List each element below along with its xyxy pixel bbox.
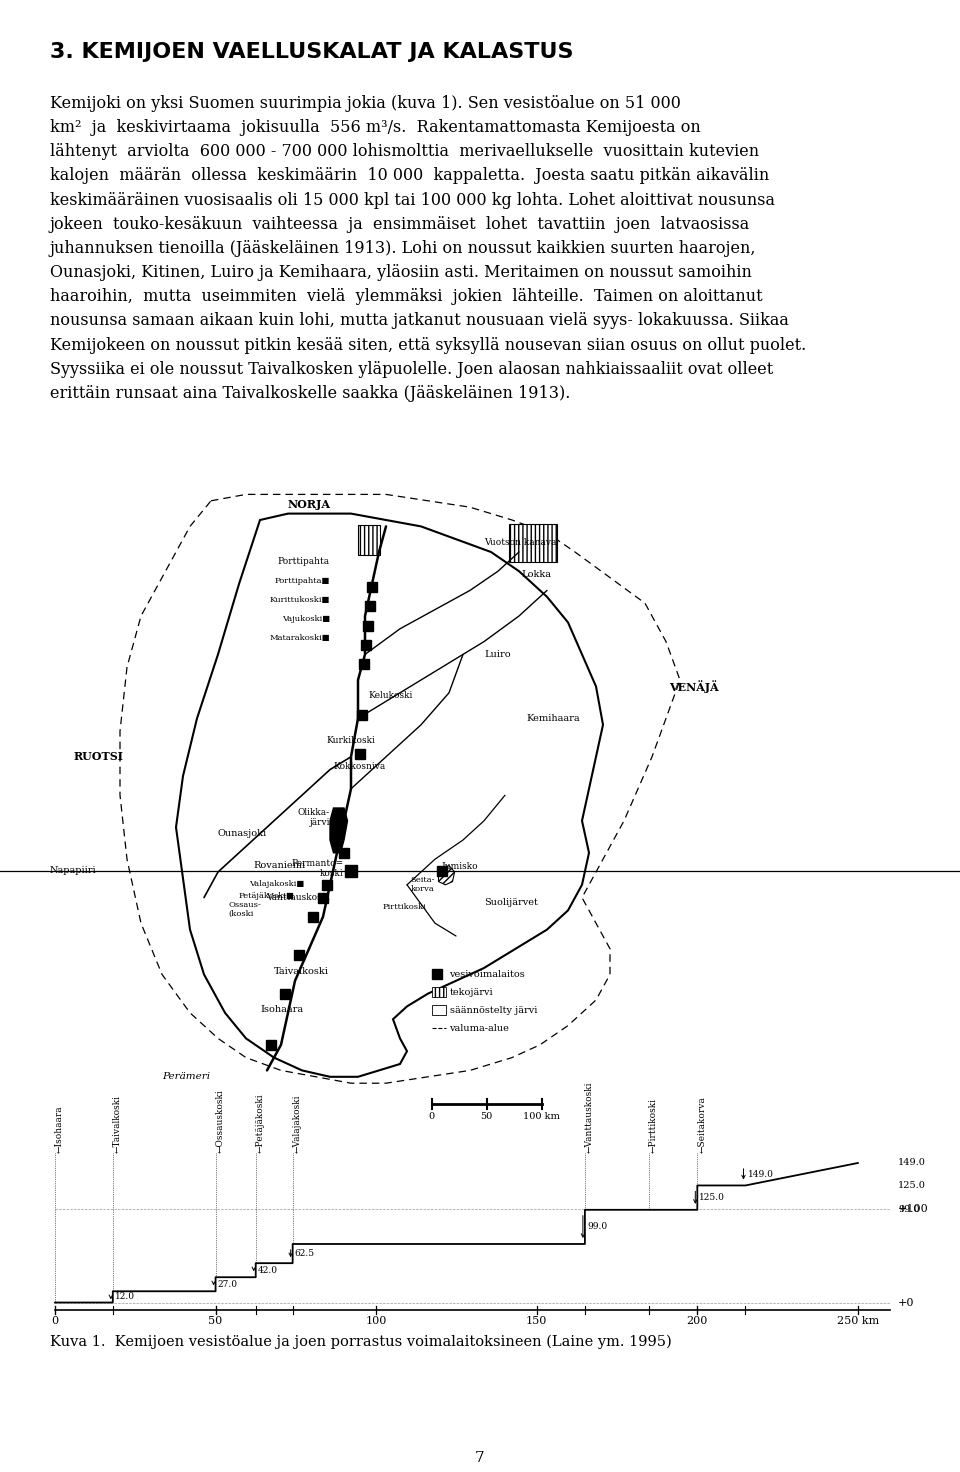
- Text: Rovaniemi: Rovaniemi: [253, 861, 305, 870]
- Text: Perämeri: Perämeri: [162, 1072, 210, 1082]
- Bar: [355, 749, 365, 758]
- Bar: [339, 848, 349, 858]
- Text: Olikka-
järvi: Olikka- järvi: [298, 808, 330, 827]
- Text: ←Vanttauskoski: ←Vanttauskoski: [585, 1082, 594, 1153]
- Text: +100: +100: [898, 1204, 928, 1214]
- Text: 3. KEMIJOEN VAELLUSKALAT JA KALASTUS: 3. KEMIJOEN VAELLUSKALAT JA KALASTUS: [50, 43, 573, 62]
- Text: Permanto=
koski: Permanto= koski: [292, 860, 344, 879]
- Text: Seita-
korva: Seita- korva: [411, 876, 435, 894]
- Text: 250 km: 250 km: [837, 1316, 879, 1326]
- Bar: [437, 866, 447, 876]
- Text: 27.0: 27.0: [218, 1279, 237, 1289]
- Text: 149.0: 149.0: [898, 1158, 925, 1167]
- Text: valuma-alue: valuma-alue: [449, 1025, 510, 1033]
- Text: 50: 50: [480, 1111, 492, 1120]
- Text: ←Seitakorva: ←Seitakorva: [697, 1097, 707, 1153]
- Text: 99.0: 99.0: [898, 1206, 920, 1214]
- Text: ←Petäjäkoski: ←Petäjäkoski: [255, 1094, 265, 1153]
- Text: +0: +0: [898, 1297, 915, 1307]
- Bar: [357, 526, 379, 555]
- Text: ←Valajakoski: ←Valajakoski: [293, 1095, 301, 1153]
- Text: 62.5: 62.5: [295, 1250, 315, 1259]
- Text: Luiro: Luiro: [484, 651, 511, 659]
- Text: ←Isohaara: ←Isohaara: [55, 1105, 64, 1153]
- Text: Ounasjoki: Ounasjoki: [218, 829, 267, 838]
- Text: ←Taivalkoski: ←Taivalkoski: [113, 1095, 122, 1153]
- Bar: [431, 1005, 445, 1016]
- Text: säännöstelty järvi: säännöstelty järvi: [449, 1005, 537, 1014]
- Bar: [322, 880, 331, 889]
- Bar: [266, 1039, 276, 1050]
- Text: Vuotson kanava: Vuotson kanava: [484, 537, 557, 548]
- Bar: [431, 988, 445, 998]
- Bar: [365, 602, 375, 611]
- Text: Isohaara: Isohaara: [260, 1005, 303, 1014]
- Text: RUOTSI: RUOTSI: [74, 751, 124, 762]
- Text: Lokka: Lokka: [521, 570, 551, 578]
- Text: 100 km: 100 km: [523, 1111, 560, 1120]
- Text: tekojärvi: tekojärvi: [449, 988, 493, 997]
- Bar: [318, 892, 328, 902]
- Text: 149.0: 149.0: [748, 1170, 774, 1179]
- Text: Taivalkoski: Taivalkoski: [274, 967, 329, 976]
- Text: 100: 100: [366, 1316, 387, 1326]
- Text: 99.0: 99.0: [587, 1222, 607, 1232]
- Text: Kokkosniva: Kokkosniva: [333, 762, 386, 771]
- Bar: [509, 524, 557, 562]
- Text: 200: 200: [686, 1316, 708, 1326]
- Polygon shape: [176, 514, 603, 1078]
- Text: Valajakoski■: Valajakoski■: [250, 879, 304, 888]
- Text: Kemijoki on yksi Suomen suurimpia jokia (kuva 1). Sen vesistöalue on 51 000
km² : Kemijoki on yksi Suomen suurimpia jokia …: [50, 96, 806, 402]
- Text: Matarakoski■: Matarakoski■: [270, 634, 330, 642]
- Text: 0: 0: [428, 1111, 435, 1120]
- Text: vesivoimalaitos: vesivoimalaitos: [449, 970, 525, 979]
- Bar: [361, 640, 371, 649]
- Text: NORJA: NORJA: [287, 499, 330, 509]
- Text: Vanttauskoski: Vanttauskoski: [266, 894, 330, 902]
- Bar: [431, 970, 442, 979]
- Text: 42.0: 42.0: [257, 1266, 277, 1275]
- Polygon shape: [439, 866, 455, 885]
- Bar: [359, 659, 370, 668]
- Text: 150: 150: [526, 1316, 547, 1326]
- Text: Kurkikoski: Kurkikoski: [326, 736, 375, 745]
- Text: 50: 50: [208, 1316, 223, 1326]
- Text: ←Pirttikoski: ←Pirttikoski: [649, 1098, 659, 1153]
- Text: Jumisko: Jumisko: [442, 863, 479, 871]
- Bar: [294, 951, 303, 960]
- Bar: [356, 710, 367, 720]
- Text: ←Ossauskoski: ←Ossauskoski: [216, 1089, 225, 1153]
- Text: Kelukoski: Kelukoski: [369, 692, 413, 701]
- Text: Vajukoski■: Vajukoski■: [282, 615, 330, 623]
- Polygon shape: [330, 808, 348, 852]
- Text: 125.0: 125.0: [699, 1194, 725, 1203]
- Text: Napapiiri: Napapiiri: [50, 866, 97, 876]
- Text: VENÄJÄ: VENÄJÄ: [669, 680, 719, 693]
- Text: 7: 7: [475, 1451, 485, 1465]
- Text: 0: 0: [52, 1316, 59, 1326]
- Text: Petäjäkoski■: Petäjäkoski■: [239, 892, 295, 901]
- Text: Porttipahta■: Porttipahta■: [275, 577, 330, 584]
- Text: Porttipahta: Porttipahta: [277, 556, 330, 567]
- Bar: [307, 911, 318, 921]
- Bar: [279, 989, 290, 998]
- Bar: [345, 864, 357, 877]
- Text: 125.0: 125.0: [898, 1181, 925, 1189]
- Text: Kurittukoski■: Kurittukoski■: [270, 596, 330, 604]
- Text: 12.0: 12.0: [115, 1292, 134, 1301]
- Text: Kuva 1.  Kemijoen vesistöalue ja joen porrastus voimalaitoksineen (Laine ym. 199: Kuva 1. Kemijoen vesistöalue ja joen por…: [50, 1335, 672, 1350]
- Text: Suolijärvet: Suolijärvet: [484, 898, 538, 907]
- Text: Ossaus-
(koski: Ossaus- (koski: [228, 901, 261, 917]
- Bar: [367, 583, 377, 592]
- Bar: [363, 621, 372, 630]
- Text: Kemihaara: Kemihaara: [526, 714, 580, 723]
- Text: Pirttikoski: Pirttikoski: [382, 904, 426, 911]
